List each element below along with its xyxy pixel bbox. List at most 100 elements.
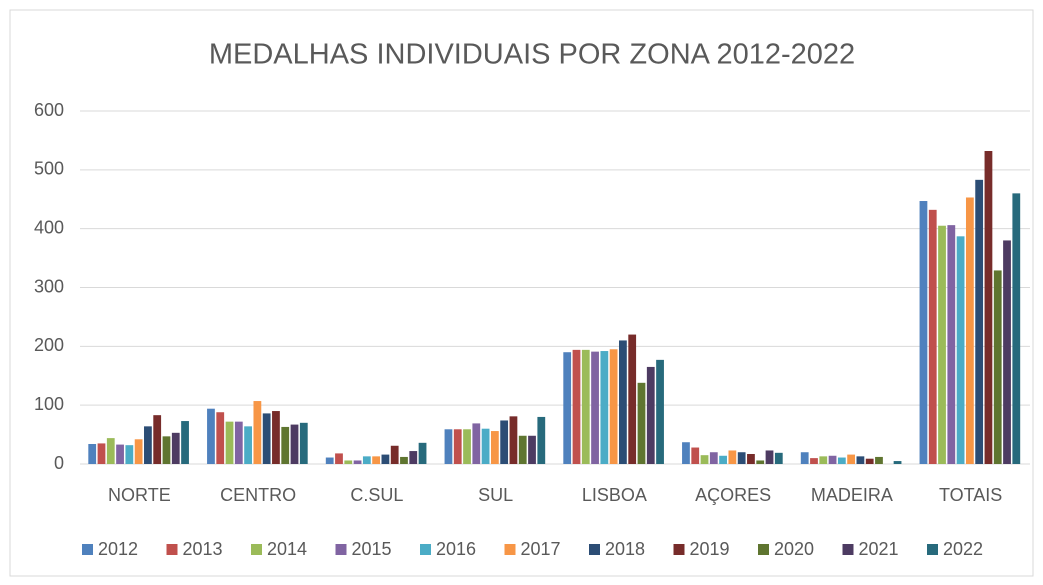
legend-label: 2020 — [774, 539, 814, 559]
chart-border — [9, 9, 1034, 577]
bar — [765, 450, 774, 464]
x-tick-label: AÇORES — [695, 485, 771, 505]
legend-swatch — [420, 544, 431, 555]
legend-label: 2014 — [267, 539, 307, 559]
bar — [481, 428, 490, 464]
bar — [290, 424, 299, 464]
bar — [709, 452, 718, 464]
bar — [581, 349, 590, 464]
bar — [97, 443, 106, 464]
bar — [463, 429, 471, 464]
legend-label: 2018 — [605, 539, 645, 559]
bar — [216, 412, 225, 464]
bar — [656, 359, 664, 464]
bar — [637, 382, 646, 464]
x-tick-label: C.SUL — [350, 485, 403, 505]
legend-label: 2021 — [859, 539, 899, 559]
bar — [400, 456, 408, 464]
y-tick-label: 100 — [34, 394, 64, 414]
bar — [938, 225, 946, 464]
bar — [865, 458, 874, 464]
legend-label: 2015 — [352, 539, 392, 559]
bar — [956, 236, 965, 464]
legend-label: 2019 — [690, 539, 730, 559]
bar — [281, 426, 290, 464]
legend-swatch — [82, 544, 93, 555]
bar — [810, 458, 818, 464]
bar — [928, 209, 937, 464]
bar — [856, 456, 865, 464]
bar — [106, 438, 115, 464]
bar — [144, 426, 152, 464]
bar — [1012, 193, 1021, 464]
bar — [591, 351, 599, 464]
bar — [756, 460, 765, 464]
bar — [984, 151, 993, 465]
bar — [619, 340, 627, 464]
bar — [225, 421, 234, 464]
bar — [875, 456, 883, 464]
legend-swatch — [758, 544, 769, 555]
x-tick-label: NORTE — [108, 485, 171, 505]
bar — [409, 451, 418, 464]
bar — [893, 461, 902, 464]
legend-label: 2017 — [521, 539, 561, 559]
legend-label: 2022 — [943, 539, 983, 559]
bar — [919, 201, 928, 464]
legend-swatch — [335, 544, 347, 555]
bar — [537, 416, 546, 464]
bar — [518, 435, 527, 464]
bar — [253, 401, 262, 464]
bar — [272, 411, 280, 464]
bar — [847, 454, 856, 464]
legend-swatch — [673, 544, 685, 555]
bar — [837, 457, 846, 464]
bar — [1003, 240, 1011, 464]
bar — [609, 349, 618, 464]
bar — [800, 452, 809, 464]
bar — [181, 421, 189, 464]
x-tick-label: SUL — [478, 485, 513, 505]
bar — [628, 334, 637, 464]
bar — [418, 442, 427, 464]
legend-swatch — [504, 544, 516, 555]
bar — [719, 455, 727, 464]
bar — [362, 456, 371, 464]
y-tick-label: 400 — [34, 217, 64, 237]
chart-title: MEDALHAS INDIVIDUAIS POR ZONA 2012-2022 — [209, 39, 855, 71]
bar — [728, 450, 737, 464]
bar — [299, 422, 308, 464]
legend-swatch — [927, 544, 938, 555]
y-tick-label: 300 — [34, 276, 64, 296]
legend-label: 2013 — [183, 539, 223, 559]
legend-label: 2016 — [436, 539, 476, 559]
y-tick-label: 500 — [34, 159, 64, 179]
bar — [335, 453, 343, 464]
bar — [134, 439, 143, 464]
bar — [819, 456, 828, 464]
bar — [125, 445, 134, 464]
x-tick-label: TOTAIS — [939, 485, 1002, 505]
bar — [234, 421, 243, 464]
bar — [965, 197, 974, 465]
bar — [153, 415, 162, 464]
bar — [500, 420, 509, 464]
legend-swatch — [166, 544, 178, 555]
bar — [162, 436, 171, 464]
bar — [572, 349, 581, 464]
bar — [528, 435, 536, 464]
bar — [381, 454, 390, 464]
bar — [947, 225, 956, 464]
bar — [116, 444, 124, 464]
bar — [472, 423, 481, 464]
bar — [344, 460, 353, 464]
legend-label: 2012 — [98, 539, 138, 559]
legend-swatch — [251, 544, 262, 555]
x-tick-label: MADEIRA — [811, 485, 893, 505]
bar — [682, 442, 690, 464]
bar — [262, 413, 271, 464]
bar — [828, 455, 837, 464]
y-tick-label: 600 — [34, 100, 64, 120]
bar — [390, 445, 399, 464]
